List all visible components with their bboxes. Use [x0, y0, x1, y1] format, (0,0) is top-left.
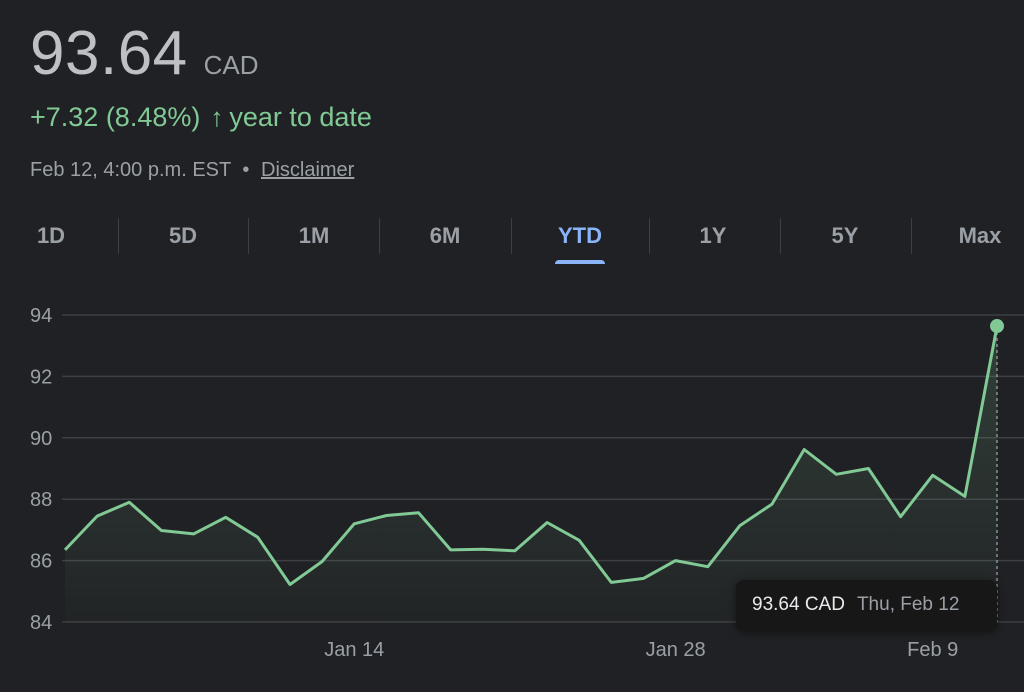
disclaimer-link[interactable]: Disclaimer	[261, 159, 355, 181]
range-tabs: 1D 5D 1M 6M YTD 1Y 5Y Max	[0, 214, 1024, 266]
tab-1d[interactable]: 1D	[1, 214, 101, 258]
y-tick-label: 88	[30, 489, 52, 511]
tab-6m[interactable]: 6M	[395, 214, 495, 258]
tab-label: 1M	[298, 223, 330, 248]
price-line	[63, 325, 999, 586]
currency-label: CAD	[203, 50, 259, 80]
tab-5d[interactable]: 5D	[133, 214, 233, 258]
tab-ytd[interactable]: YTD	[530, 214, 630, 264]
tab-divider	[780, 218, 781, 254]
x-tick-label: Jan 28	[646, 639, 706, 661]
tab-label: 1D	[36, 223, 66, 248]
tab-max[interactable]: Max	[930, 214, 1024, 258]
change-period: year to date	[229, 102, 372, 132]
tab-divider	[911, 218, 912, 254]
separator-dot: •	[242, 159, 250, 181]
active-tab-indicator	[555, 260, 605, 264]
tab-divider	[248, 218, 249, 254]
x-tick-label: Jan 14	[324, 639, 384, 661]
x-tick-label: Feb 9	[907, 639, 958, 661]
arrow-up-icon: ↑	[210, 102, 224, 132]
tab-1y[interactable]: 1Y	[663, 214, 763, 258]
tab-label: YTD	[558, 223, 602, 248]
price-chart[interactable]: 84 86 88 90 92 94 Jan 14 Jan 28 Feb 9	[0, 290, 1024, 670]
tab-1m[interactable]: 1M	[264, 214, 364, 258]
tab-label: 5D	[168, 223, 198, 248]
tab-divider	[511, 218, 512, 254]
tab-divider	[379, 218, 380, 254]
tooltip-date: Thu, Feb 12	[856, 594, 960, 615]
tab-label: 5Y	[831, 223, 859, 248]
chart-tooltip: 93.64 CAD Thu, Feb 12	[736, 580, 997, 630]
tooltip-price: 93.64 CAD	[752, 594, 845, 615]
tab-label: 1Y	[699, 223, 727, 248]
y-tick-label: 86	[30, 551, 52, 573]
tab-5y[interactable]: 5Y	[795, 214, 895, 258]
y-tick-label: 92	[30, 366, 52, 388]
price-change: +7.32 (8.48%) ↑ year to date	[30, 102, 372, 133]
quote-meta: Feb 12, 4:00 p.m. EST • Disclaimer	[30, 159, 354, 182]
area-fill	[65, 326, 997, 622]
timestamp: Feb 12, 4:00 p.m. EST	[30, 159, 231, 181]
tab-label: 6M	[429, 223, 461, 248]
price-header: 93.64 CAD	[30, 18, 259, 89]
change-value: +7.32 (8.48%)	[30, 102, 201, 132]
tab-label: Max	[958, 223, 1002, 248]
tab-divider	[649, 218, 650, 254]
tab-divider	[118, 218, 119, 254]
y-tick-label: 84	[30, 612, 52, 634]
y-tick-label: 90	[30, 428, 52, 450]
current-price: 93.64	[30, 19, 188, 88]
y-tick-label: 94	[30, 305, 52, 327]
highlight-point	[990, 319, 1004, 334]
